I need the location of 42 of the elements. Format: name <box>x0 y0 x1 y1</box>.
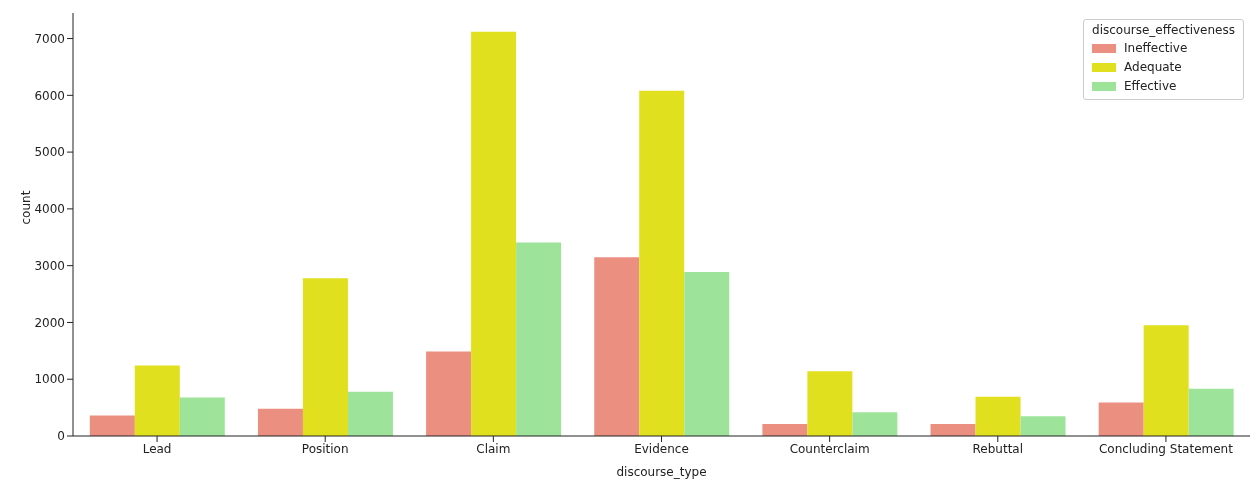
x-tick-label: Lead <box>142 441 172 456</box>
legend-label: Ineffective <box>1124 40 1188 57</box>
y-tick-label: 5000 <box>34 145 65 160</box>
bar <box>471 31 517 436</box>
y-tick-label: 3000 <box>34 258 65 273</box>
legend-label: Effective <box>1124 78 1177 95</box>
x-axis-title: discourse_type <box>616 465 707 479</box>
bar <box>179 397 225 436</box>
bar <box>302 278 348 436</box>
x-tick-label: Rebuttal <box>972 441 1024 456</box>
x-tick-label: Evidence <box>634 441 689 456</box>
bar <box>516 242 562 436</box>
legend-label: Adequate <box>1124 59 1182 76</box>
bar <box>762 424 808 436</box>
x-tick-label: Concluding Statement <box>1098 441 1234 456</box>
bar <box>89 415 135 436</box>
bar <box>1143 325 1189 436</box>
y-tick-label: 0 <box>57 429 65 444</box>
bar <box>852 412 898 436</box>
bar <box>1188 388 1234 436</box>
bar <box>975 396 1021 436</box>
y-tick-label: 2000 <box>34 315 65 330</box>
bar <box>594 257 640 436</box>
y-tick-label: 6000 <box>34 88 65 103</box>
bar <box>134 365 180 436</box>
y-tick-label: 4000 <box>34 202 65 217</box>
bar <box>930 424 976 436</box>
bar <box>426 351 472 436</box>
bar <box>257 408 303 436</box>
x-tick-label: Counterclaim <box>789 441 870 456</box>
bar <box>1020 416 1066 436</box>
x-tick-label: Claim <box>476 441 511 456</box>
y-tick-label: 1000 <box>34 372 65 387</box>
bar <box>684 271 730 436</box>
y-tick-label: 7000 <box>34 31 65 46</box>
bar <box>347 391 393 436</box>
x-tick-label: Position <box>301 441 349 456</box>
bar <box>1098 402 1144 436</box>
bar <box>639 90 685 436</box>
bar <box>807 371 853 436</box>
legend-title: discourse_effectiveness <box>1092 23 1235 37</box>
y-axis-title: count <box>19 190 34 225</box>
